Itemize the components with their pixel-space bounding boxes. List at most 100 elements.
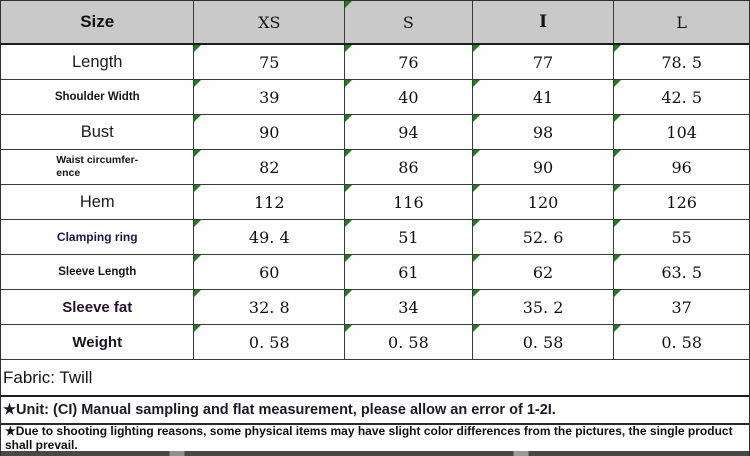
table-row-clamping-ring: Clamping ring 49. 4 51 52. 6 55	[1, 220, 749, 255]
value-cell: 98	[472, 115, 615, 149]
cell-flag-icon	[194, 80, 202, 87]
value-cell: 49. 4	[194, 220, 346, 254]
table-row-waist: Waist circumfer- ence 82 86 90 96	[1, 150, 749, 185]
value-cell: 39	[194, 80, 346, 114]
value-cell: 116	[345, 185, 473, 219]
cell-flag-icon	[194, 220, 202, 227]
cell-flag-icon	[194, 290, 202, 297]
table-row-shoulder-width: Shoulder Width 39 40 41 42. 5	[1, 80, 749, 115]
row-label: Waist circumfer- ence	[1, 150, 195, 184]
value-cell: 0. 58	[614, 325, 749, 359]
cell-flag-icon	[194, 325, 202, 332]
cell-flag-icon	[472, 45, 480, 52]
fabric-note: Fabric: Twill	[1, 360, 749, 397]
lighting-note: ★Due to shooting lighting reasons, some …	[1, 424, 749, 452]
value-cell: 62	[472, 255, 615, 289]
value-cell: 78. 5	[614, 45, 749, 79]
value-cell: 0. 58	[472, 325, 615, 359]
cell-flag-icon	[472, 325, 480, 332]
value-cell: 61	[345, 255, 473, 289]
cell-flag-icon	[345, 150, 353, 157]
unit-note: ★Unit: (CI) Manual sampling and flat mea…	[1, 397, 749, 425]
table-row-length: Length 75 76 77 78. 5	[1, 45, 749, 80]
value-cell: 75	[194, 45, 346, 79]
cell-flag-icon	[345, 290, 353, 297]
cell-flag-icon	[472, 150, 480, 157]
table-row-weight: Weight 0. 58 0. 58 0. 58 0. 58	[1, 325, 749, 360]
cell-flag-icon	[345, 255, 353, 262]
value-cell: 112	[194, 185, 346, 219]
value-cell: 40	[345, 80, 473, 114]
row-label: Weight	[1, 325, 195, 359]
cell-flag-icon	[472, 220, 480, 227]
row-label: Sleeve fat	[1, 290, 195, 324]
column-header-s: S	[345, 1, 473, 43]
cell-flag-icon	[614, 325, 622, 332]
value-cell: 63. 5	[614, 255, 749, 289]
value-cell: 82	[194, 150, 346, 184]
cell-flag-icon	[472, 185, 480, 192]
table-header-row: Size XS S I L	[1, 1, 749, 45]
cell-flag-icon	[194, 185, 202, 192]
value-cell: 52. 6	[472, 220, 615, 254]
cell-flag-icon	[614, 255, 622, 262]
cell-flag-icon	[194, 150, 202, 157]
value-cell: 0. 58	[194, 325, 346, 359]
value-cell: 94	[345, 115, 473, 149]
value-cell: 37	[614, 290, 749, 324]
value-cell: 0. 58	[345, 325, 473, 359]
cell-flag-icon	[345, 115, 353, 122]
cell-flag-icon	[194, 115, 202, 122]
value-cell: 76	[345, 45, 473, 79]
cell-flag-icon	[345, 325, 353, 332]
table-row-hem: Hem 112 116 120 126	[1, 185, 749, 220]
cell-flag-icon	[345, 185, 353, 192]
table-row-bust: Bust 90 94 98 104	[1, 115, 749, 150]
value-cell: 41	[472, 80, 615, 114]
cell-flag-icon	[194, 45, 202, 52]
value-cell: 35. 2	[472, 290, 615, 324]
row-label: Bust	[1, 115, 195, 149]
value-cell: 86	[345, 150, 473, 184]
value-cell: 90	[194, 115, 346, 149]
cell-flag-icon	[614, 220, 622, 227]
row-label: Hem	[1, 185, 195, 219]
value-cell: 42. 5	[614, 80, 749, 114]
column-header-m: I	[473, 1, 615, 43]
cell-flag-icon	[614, 185, 622, 192]
table-row-sleeve-fat: Sleeve fat 32. 8 34 35. 2 37	[1, 290, 749, 325]
row-label: Shoulder Width	[1, 80, 195, 114]
column-header-size: Size	[1, 1, 195, 43]
cell-flag-icon	[614, 80, 622, 87]
cell-flag-icon	[472, 80, 480, 87]
cell-flag-icon	[345, 220, 353, 227]
cell-flag-icon	[472, 255, 480, 262]
cell-flag-icon	[194, 255, 202, 262]
value-cell: 90	[472, 150, 615, 184]
cell-flag-icon	[345, 1, 353, 8]
table-row-sleeve-length: Sleeve Length 60 61 62 63. 5	[1, 255, 749, 290]
value-cell: 120	[472, 185, 615, 219]
cell-flag-icon	[614, 115, 622, 122]
value-cell: 51	[345, 220, 473, 254]
cell-flag-icon	[472, 290, 480, 297]
value-cell: 55	[614, 220, 749, 254]
value-cell: 34	[345, 290, 473, 324]
cell-flag-icon	[345, 80, 353, 87]
column-header-l: L	[676, 12, 687, 32]
row-label: Clamping ring	[1, 220, 195, 254]
value-cell: 77	[472, 45, 615, 79]
bottom-shadow-bar	[1, 451, 749, 456]
value-cell: 32. 8	[194, 290, 346, 324]
value-cell: 126	[614, 185, 749, 219]
cell-flag-icon	[614, 45, 622, 52]
value-cell: 60	[194, 255, 346, 289]
value-cell: 96	[614, 150, 749, 184]
row-label: Length	[1, 45, 195, 79]
value-cell: 104	[614, 115, 749, 149]
cell-flag-icon	[472, 115, 480, 122]
column-header-xs: XS	[194, 1, 346, 43]
row-label: Sleeve Length	[1, 255, 195, 289]
cell-flag-icon	[614, 290, 622, 297]
